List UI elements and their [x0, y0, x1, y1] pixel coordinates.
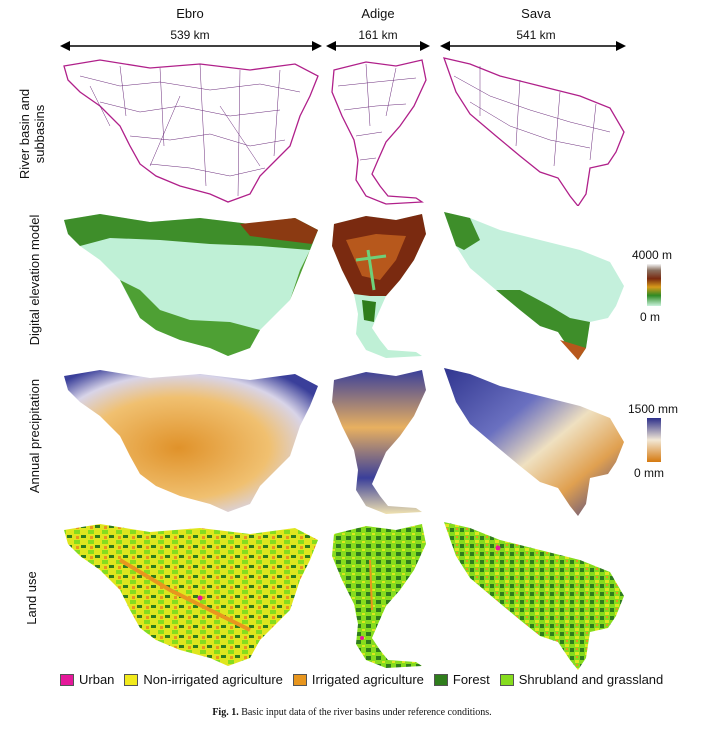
basin-map-sava: [442, 57, 625, 206]
legend-label-non-irrigated: Non-irrigated agriculture: [143, 672, 283, 687]
precip-map-ebro: [64, 370, 318, 512]
precip-scale-max: 1500 mm: [628, 402, 679, 416]
dem-scale-max: 4000 m: [632, 248, 673, 262]
legend-label-urban: Urban: [79, 672, 115, 687]
figure-caption-prefix: Fig. 1.: [212, 707, 239, 718]
dem-colorbar: [647, 264, 661, 306]
precip-map-adige: [332, 370, 426, 514]
distance-sava: 541 km: [516, 28, 556, 42]
basin-map-adige: [331, 59, 427, 205]
distance-ebro: 539 km: [170, 28, 210, 42]
row-label-landuse: Land use: [24, 571, 39, 625]
row-label-basins: River basin and subbasins: [17, 88, 47, 180]
legend-swatch-forest: [433, 673, 448, 686]
scale-arrow-ebro: [60, 41, 322, 51]
figure-caption: Fig. 1. Basic input data of the river ba…: [0, 707, 704, 718]
landuse-map-sava: [444, 522, 624, 670]
landuse-map-adige: [332, 524, 426, 668]
legend-swatch-urban: [60, 673, 74, 686]
precip-colorbar: [647, 418, 661, 462]
landuse-map-ebro: [64, 524, 318, 666]
scale-arrow-sava: [440, 41, 626, 51]
column-title-ebro: Ebro: [176, 6, 204, 21]
precip-map-sava: [444, 368, 624, 516]
dem-map-adige: [332, 214, 426, 358]
legend-item-shrubland: Shrubland and grassland: [499, 672, 664, 687]
column-title-sava: Sava: [521, 6, 551, 21]
dem-map-sava: [444, 212, 624, 360]
scale-arrow-adige: [326, 41, 430, 51]
basin-map-ebro: [63, 59, 319, 203]
legend-item-urban: Urban: [60, 672, 114, 687]
legend-label-irrigated: Irrigated agriculture: [311, 672, 424, 687]
precip-scale-min: 0 mm: [634, 466, 664, 480]
legend-item-forest: Forest: [433, 672, 490, 687]
legend-swatch-non-irrigated: [124, 673, 139, 686]
distance-adige: 161 km: [358, 28, 398, 42]
dem-map-ebro: [64, 214, 318, 356]
land-use-legend: Urban Non-irrigated agriculture Irrigate…: [60, 672, 673, 687]
legend-item-irrigated: Irrigated agriculture: [292, 672, 424, 687]
legend-label-forest: Forest: [452, 672, 490, 687]
figure-caption-text: Basic input data of the river basins und…: [241, 707, 492, 718]
row-label-dem: Digital elevation model: [27, 214, 42, 346]
legend-label-shrubland: Shrubland and grassland: [518, 672, 664, 687]
legend-item-non-irrigated: Non-irrigated agriculture: [124, 672, 283, 687]
row-label-precipitation: Annual precipitation: [27, 378, 42, 494]
column-title-adige: Adige: [361, 6, 395, 21]
legend-swatch-irrigated: [292, 673, 307, 686]
legend-swatch-shrubland: [499, 673, 514, 686]
dem-scale-min: 0 m: [640, 310, 661, 324]
